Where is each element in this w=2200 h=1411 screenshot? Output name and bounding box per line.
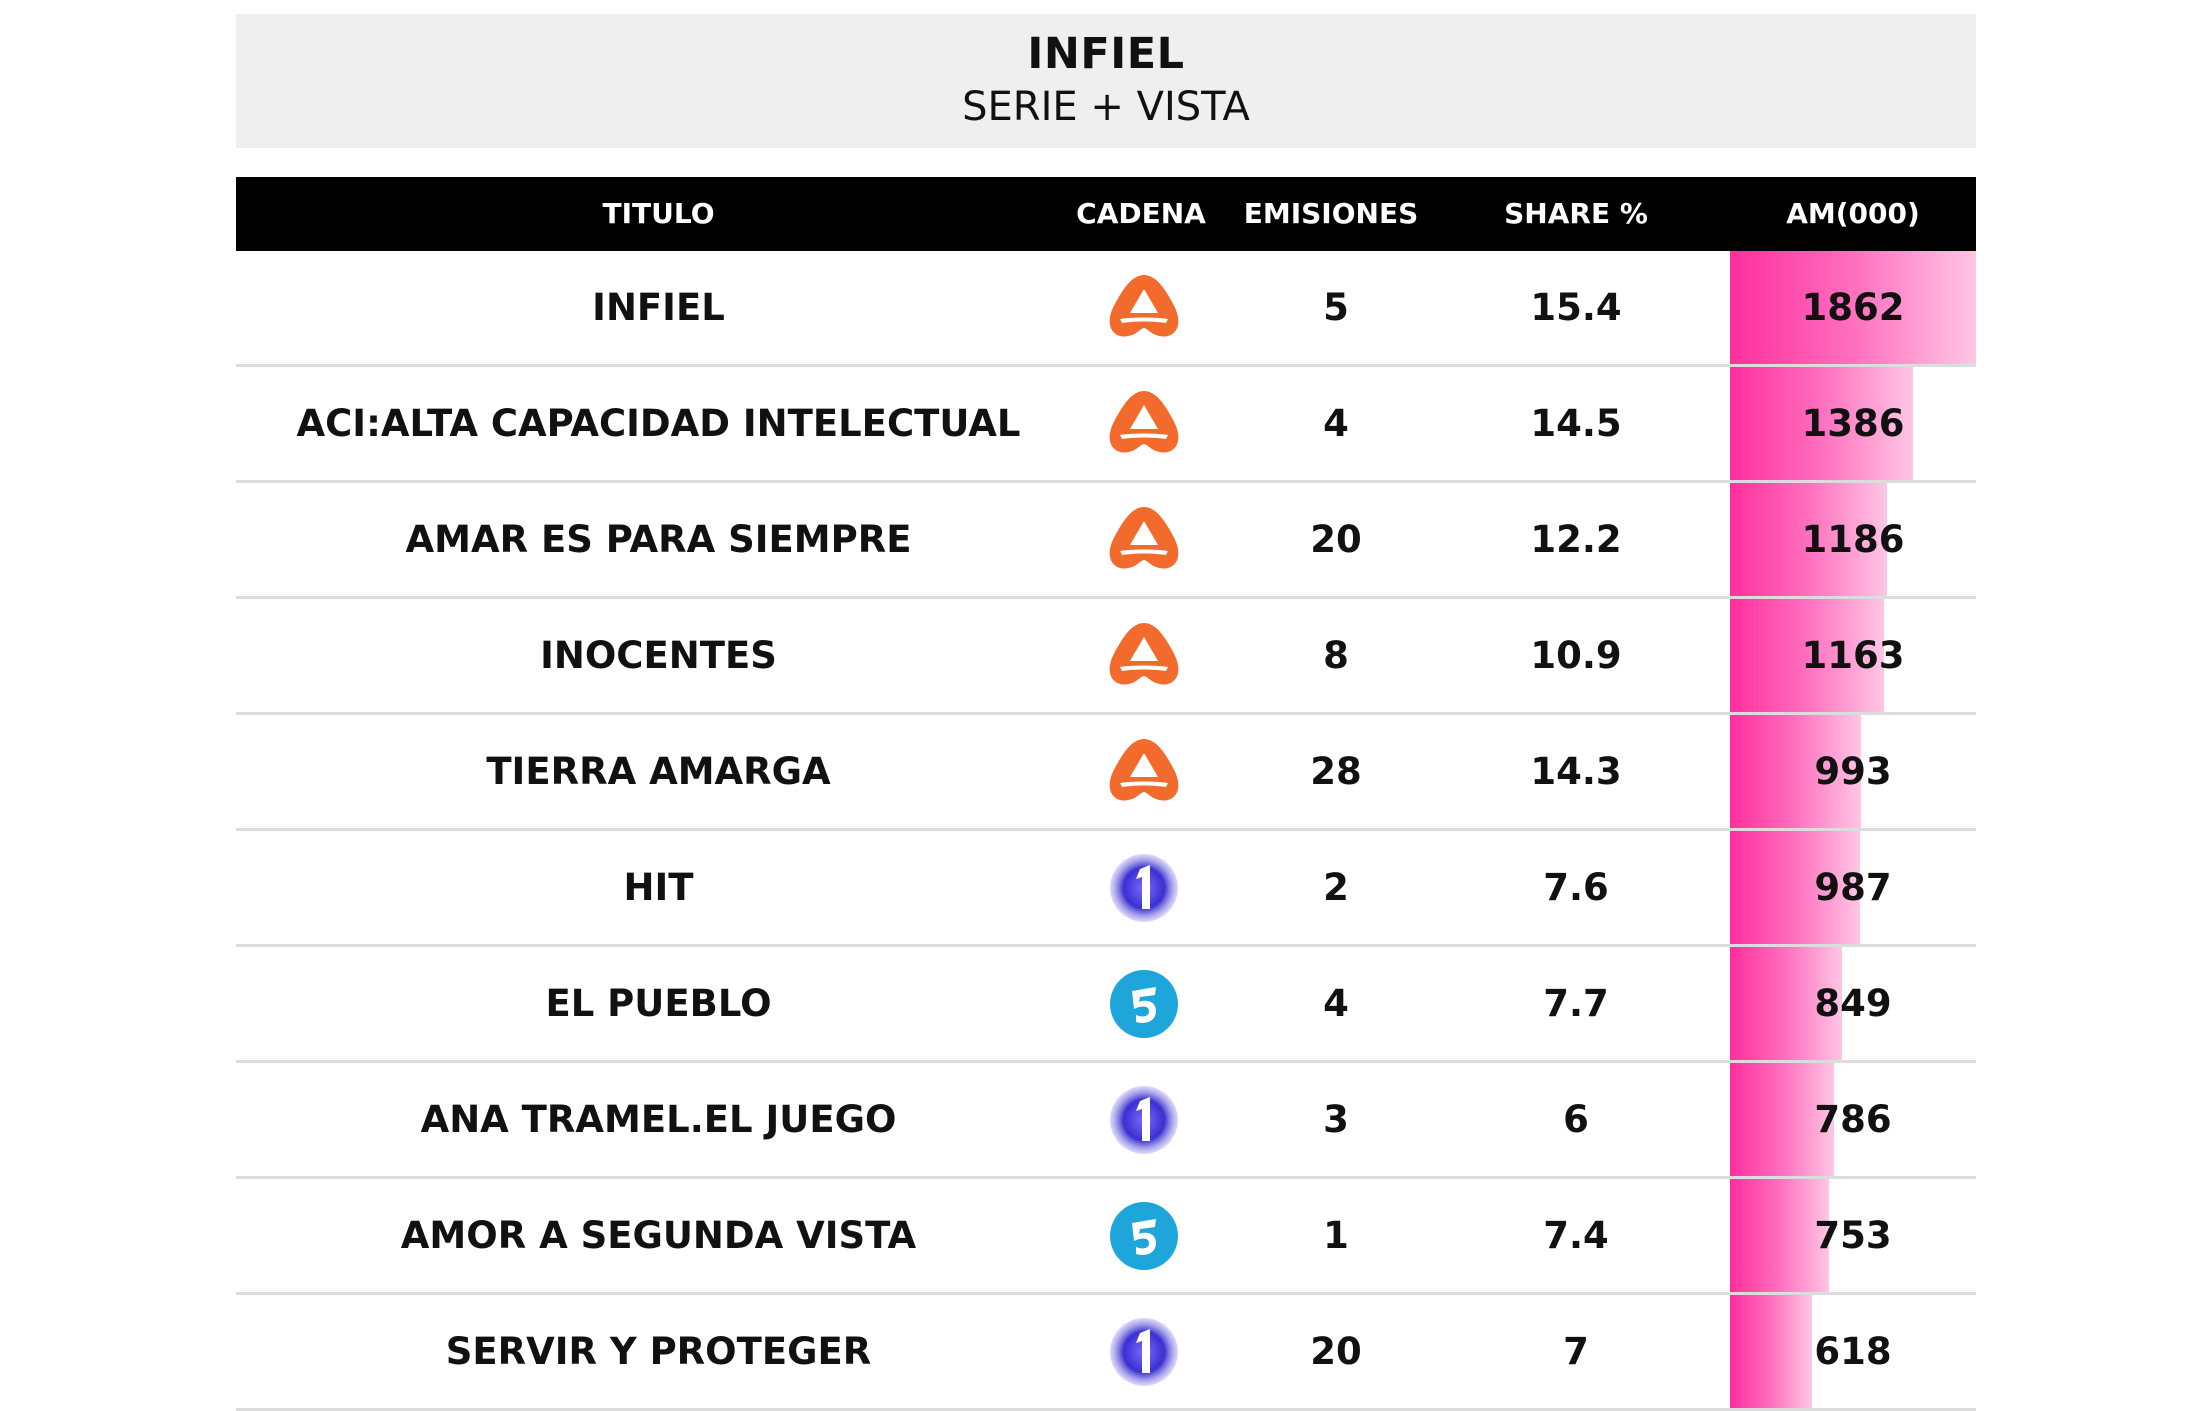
am-value-label: 786 bbox=[1814, 1098, 1892, 1141]
am-value-label: 1862 bbox=[1801, 286, 1905, 329]
chart-subtitle: SERIE + VISTA bbox=[962, 84, 1250, 130]
emisiones-cell: 5 bbox=[1323, 286, 1349, 329]
share-cell: 6 bbox=[1563, 1098, 1589, 1141]
table-row: ACI:ALTA CAPACIDAD INTELECTUAL 4 14.5 1386 bbox=[236, 367, 1976, 483]
table-body: INFIEL 5 15.4 1862 ACI:ALTA CAPACIDAD INTELE… bbox=[236, 251, 1976, 1411]
table-row: HIT 2 7.6 987 bbox=[236, 831, 1976, 947]
titulo-cell: EL PUEBLO bbox=[545, 982, 772, 1025]
table-row: AMAR ES PARA SIEMPRE 20 12.2 1186 bbox=[236, 483, 1976, 599]
ratings-table: TITULO CADENA EMISIONES SHARE % AM(000) … bbox=[236, 177, 1976, 1411]
emisiones-cell: 28 bbox=[1310, 750, 1362, 793]
am-bar bbox=[1730, 831, 1860, 944]
table-header: TITULO CADENA EMISIONES SHARE % AM(000) bbox=[236, 177, 1976, 251]
share-cell: 7.7 bbox=[1543, 982, 1609, 1025]
am-value-label: 1186 bbox=[1801, 518, 1905, 561]
column-header-share: SHARE % bbox=[1504, 197, 1648, 230]
table-row: ANA TRAMEL.EL JUEGO 3 6 786 bbox=[236, 1063, 1976, 1179]
share-cell: 10.9 bbox=[1530, 634, 1622, 677]
share-cell: 7 bbox=[1563, 1330, 1589, 1373]
titulo-cell: INFIEL bbox=[592, 286, 725, 329]
la1-logo-icon bbox=[1106, 1317, 1182, 1387]
titulo-cell: INOCENTES bbox=[540, 634, 777, 677]
emisiones-cell: 1 bbox=[1323, 1214, 1349, 1257]
am-bar bbox=[1730, 367, 1913, 480]
am-bar bbox=[1730, 251, 1976, 364]
share-cell: 14.3 bbox=[1530, 750, 1622, 793]
emisiones-cell: 4 bbox=[1323, 402, 1349, 445]
am-bar bbox=[1730, 947, 1842, 1060]
emisiones-cell: 3 bbox=[1323, 1098, 1349, 1141]
emisiones-cell: 20 bbox=[1310, 518, 1362, 561]
titulo-cell: HIT bbox=[623, 866, 694, 909]
am-bar bbox=[1730, 1063, 1834, 1176]
titulo-cell: ACI:ALTA CAPACIDAD INTELECTUAL bbox=[296, 402, 1021, 445]
emisiones-cell: 4 bbox=[1323, 982, 1349, 1025]
table-row: INOCENTES 8 10.9 1163 bbox=[236, 599, 1976, 715]
am-value-label: 987 bbox=[1814, 866, 1892, 909]
table-row: EL PUEBLO 4 7.7 849 bbox=[236, 947, 1976, 1063]
am-bar bbox=[1730, 599, 1884, 712]
am-bar bbox=[1730, 483, 1887, 596]
antena3-logo-icon bbox=[1106, 737, 1182, 807]
am-value-label: 1163 bbox=[1801, 634, 1905, 677]
column-header-am: AM(000) bbox=[1786, 197, 1920, 230]
chart-title-box: INFIEL SERIE + VISTA bbox=[236, 14, 1976, 148]
la1-logo-icon bbox=[1106, 1085, 1182, 1155]
titulo-cell: TIERRA AMARGA bbox=[486, 750, 831, 793]
am-bar bbox=[1730, 715, 1861, 828]
emisiones-cell: 2 bbox=[1323, 866, 1349, 909]
telecinco-logo-icon bbox=[1106, 1201, 1182, 1271]
column-header-titulo: TITULO bbox=[602, 197, 715, 230]
am-bar bbox=[1730, 1179, 1829, 1292]
la1-logo-icon bbox=[1106, 853, 1182, 923]
column-header-cadena: CADENA bbox=[1076, 197, 1206, 230]
telecinco-logo-icon bbox=[1106, 969, 1182, 1039]
antena3-logo-icon bbox=[1106, 621, 1182, 691]
share-cell: 7.4 bbox=[1543, 1214, 1609, 1257]
share-cell: 7.6 bbox=[1543, 866, 1609, 909]
table-row: SERVIR Y PROTEGER 20 7 618 bbox=[236, 1295, 1976, 1411]
emisiones-cell: 8 bbox=[1323, 634, 1349, 677]
table-row: AMOR A SEGUNDA VISTA 1 7.4 753 bbox=[236, 1179, 1976, 1295]
titulo-cell: ANA TRAMEL.EL JUEGO bbox=[420, 1098, 897, 1141]
titulo-cell: AMOR A SEGUNDA VISTA bbox=[400, 1214, 917, 1257]
am-bar bbox=[1730, 1295, 1812, 1408]
table-row: TIERRA AMARGA 28 14.3 993 bbox=[236, 715, 1976, 831]
am-value-label: 993 bbox=[1814, 750, 1892, 793]
am-value-label: 618 bbox=[1814, 1330, 1892, 1373]
titulo-cell: SERVIR Y PROTEGER bbox=[445, 1330, 872, 1373]
am-value-label: 849 bbox=[1814, 982, 1892, 1025]
emisiones-cell: 20 bbox=[1310, 1330, 1362, 1373]
share-cell: 12.2 bbox=[1530, 518, 1622, 561]
antena3-logo-icon bbox=[1106, 389, 1182, 459]
am-value-label: 753 bbox=[1814, 1214, 1892, 1257]
titulo-cell: AMAR ES PARA SIEMPRE bbox=[405, 518, 912, 561]
column-header-emisiones: EMISIONES bbox=[1243, 197, 1419, 230]
share-cell: 14.5 bbox=[1530, 402, 1622, 445]
share-cell: 15.4 bbox=[1530, 286, 1622, 329]
chart-title: INFIEL bbox=[1027, 29, 1185, 79]
am-value-label: 1386 bbox=[1801, 402, 1905, 445]
antena3-logo-icon bbox=[1106, 273, 1182, 343]
table-row: INFIEL 5 15.4 1862 bbox=[236, 251, 1976, 367]
antena3-logo-icon bbox=[1106, 505, 1182, 575]
